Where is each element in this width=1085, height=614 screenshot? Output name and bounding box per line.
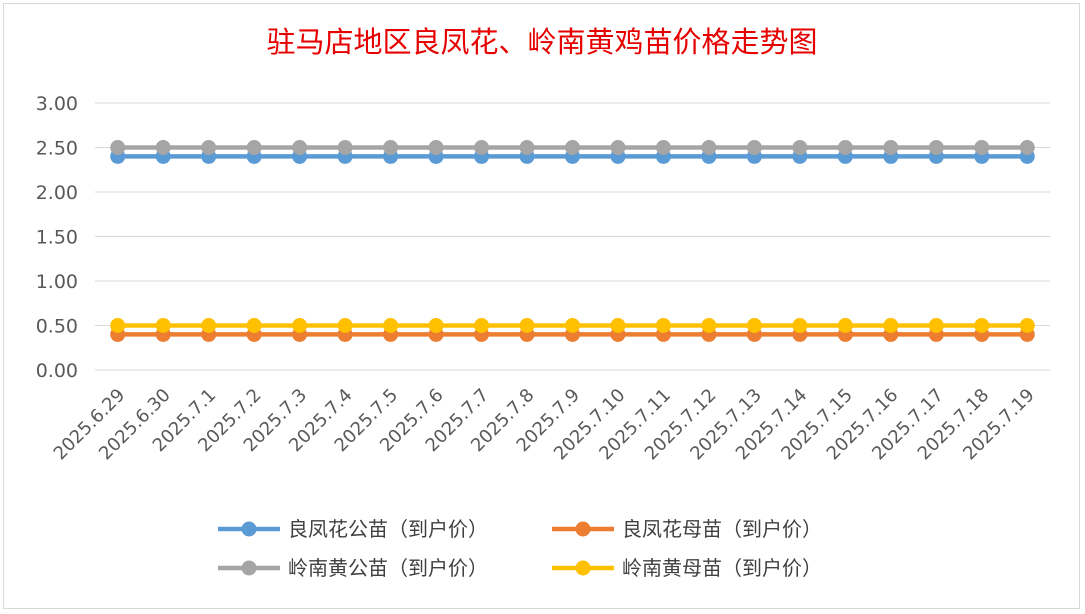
- legend-marker: [241, 521, 257, 537]
- data-point: [883, 140, 899, 155]
- data-point: [928, 140, 944, 155]
- y-tick-label: 3.00: [36, 93, 78, 115]
- data-point: [837, 318, 853, 333]
- data-point: [1019, 140, 1035, 155]
- data-point: [155, 318, 171, 333]
- data-point: [610, 318, 626, 333]
- series-4: [110, 318, 1035, 333]
- y-tick-label: 1.00: [36, 271, 78, 293]
- data-point: [837, 140, 853, 155]
- data-point: [337, 140, 353, 155]
- data-point: [701, 140, 717, 155]
- data-point: [974, 140, 990, 155]
- data-point: [565, 140, 580, 155]
- data-point: [246, 140, 262, 155]
- data-point: [201, 140, 217, 155]
- chart-title: 驻马店地区良凤花、岭南黄鸡苗价格走势图: [266, 25, 817, 59]
- data-point: [792, 318, 808, 333]
- data-point: [337, 318, 353, 333]
- legend-label: 岭南黄公苗（到户价）: [288, 556, 488, 580]
- data-point: [428, 318, 444, 333]
- data-point: [292, 140, 308, 155]
- data-point: [155, 140, 171, 155]
- data-point: [110, 140, 126, 155]
- data-point: [383, 318, 399, 333]
- data-point: [746, 140, 762, 155]
- data-point: [746, 318, 762, 333]
- x-axis: 2025.6.292025.6.302025.7.12025.7.22025.7…: [50, 385, 1039, 465]
- data-point: [428, 140, 444, 155]
- data-point: [1019, 318, 1035, 333]
- y-tick-label: 1.50: [36, 227, 78, 249]
- data-point: [474, 140, 490, 155]
- data-point: [883, 318, 899, 333]
- data-point: [655, 140, 671, 155]
- data-point: [974, 318, 990, 333]
- series-3: [110, 140, 1035, 155]
- data-point: [201, 318, 217, 333]
- legend-item: 岭南黄公苗（到户价）: [218, 556, 488, 580]
- legend-label: 岭南黄母苗（到户价）: [622, 556, 822, 580]
- data-point: [792, 140, 808, 155]
- legend-item: 岭南黄母苗（到户价）: [552, 556, 822, 580]
- legend-marker: [241, 560, 257, 576]
- legend-marker: [575, 521, 591, 537]
- data-point: [701, 318, 717, 333]
- data-point: [610, 140, 626, 155]
- legend-label: 良凤花公苗（到户价）: [288, 517, 488, 541]
- data-point: [246, 318, 262, 333]
- data-point: [292, 318, 308, 333]
- data-point: [655, 318, 671, 333]
- legend: 良凤花公苗（到户价） 良凤花母苗（到户价） 岭南黄公苗（到户价） 岭南黄母苗（到户价）: [218, 517, 822, 580]
- legend-item: 良凤花公苗（到户价）: [218, 517, 488, 541]
- legend-label: 良凤花母苗（到户价）: [622, 517, 822, 541]
- y-tick-label: 2.00: [36, 182, 78, 204]
- data-point: [383, 140, 399, 155]
- series-group: [110, 140, 1035, 342]
- data-point: [474, 318, 490, 333]
- legend-marker: [575, 560, 591, 576]
- y-tick-label: 2.50: [36, 138, 78, 160]
- data-point: [928, 318, 944, 333]
- y-tick-label: 0.00: [36, 360, 78, 382]
- y-tick-label: 0.50: [36, 316, 78, 338]
- chart-area[interactable]: [3, 3, 1080, 609]
- data-point: [110, 318, 126, 333]
- data-point: [519, 318, 535, 333]
- data-point: [565, 318, 580, 333]
- y-axis: 0.00 0.50 1.00 1.50 2.00 2.50 3.00: [36, 93, 78, 382]
- data-point: [519, 140, 535, 155]
- legend-item: 良凤花母苗（到户价）: [552, 517, 822, 541]
